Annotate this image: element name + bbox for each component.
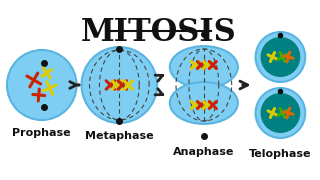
Circle shape	[256, 32, 305, 82]
Circle shape	[82, 47, 157, 123]
Text: MITOSIS: MITOSIS	[81, 17, 237, 48]
Text: Prophase: Prophase	[12, 128, 71, 138]
Circle shape	[7, 50, 76, 120]
Text: Anaphase: Anaphase	[173, 147, 235, 157]
Ellipse shape	[170, 82, 238, 124]
Text: Telophase: Telophase	[249, 149, 312, 159]
Text: Metaphase: Metaphase	[85, 131, 154, 141]
Circle shape	[260, 93, 300, 133]
Circle shape	[260, 37, 300, 77]
Circle shape	[256, 88, 305, 138]
Ellipse shape	[170, 46, 238, 88]
